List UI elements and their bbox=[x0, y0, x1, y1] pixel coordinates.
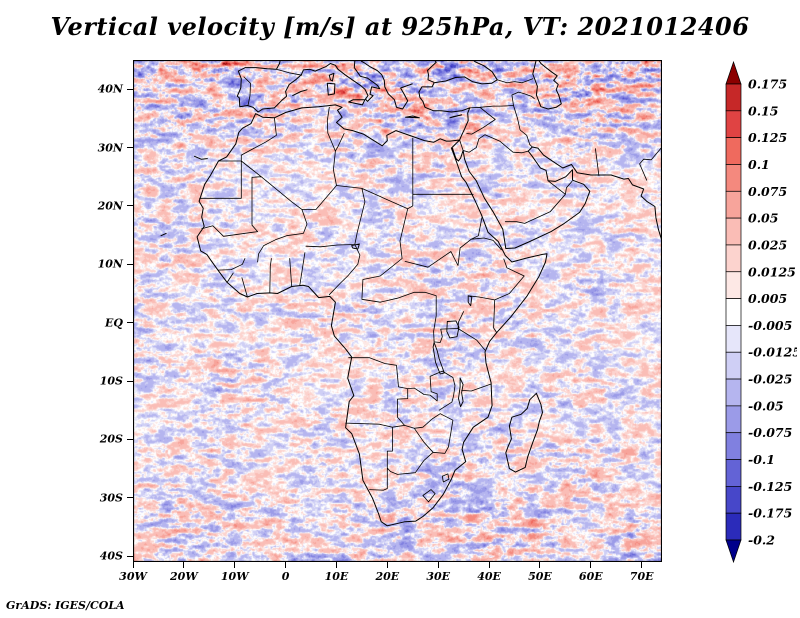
x-tick-mark bbox=[285, 562, 287, 568]
x-tick-label: 10W bbox=[220, 570, 249, 583]
x-tick-mark bbox=[234, 562, 236, 568]
colorbar-label: -0.025 bbox=[748, 372, 792, 387]
x-tick-mark bbox=[641, 562, 643, 568]
x-tick-label: 30W bbox=[119, 570, 147, 583]
colorbar-label: -0.125 bbox=[748, 479, 792, 494]
x-tick-label: 70E bbox=[629, 570, 654, 583]
map-outline-svg bbox=[133, 60, 662, 562]
y-tick-label: 10S bbox=[99, 374, 123, 388]
x-tick-mark bbox=[335, 562, 337, 568]
velocity-field-canvas bbox=[133, 60, 662, 562]
colorbar-label: -0.2 bbox=[748, 533, 775, 548]
y-tick-label: 30N bbox=[97, 141, 123, 155]
y-tick-label: 40N bbox=[97, 82, 123, 96]
colorbar-segment bbox=[725, 190, 742, 219]
colorbar-segment bbox=[725, 298, 742, 326]
x-tick-mark bbox=[539, 562, 541, 568]
x-tick-mark bbox=[386, 562, 388, 568]
colorbar-label: 0.125 bbox=[748, 130, 787, 145]
colorbar-arrow-down bbox=[725, 539, 742, 564]
x-tick-label: 50E bbox=[528, 570, 552, 583]
colorbar-segment bbox=[725, 378, 742, 407]
y-tick-label: 20N bbox=[97, 199, 123, 213]
colorbar-label: 0.005 bbox=[748, 291, 787, 306]
colorbar-segment bbox=[725, 217, 742, 246]
y-tick-label: 40S bbox=[99, 549, 123, 563]
colorbar-label: -0.1 bbox=[748, 452, 775, 467]
x-tick-mark bbox=[488, 562, 490, 568]
x-tick-label: 20E bbox=[375, 570, 400, 583]
colorbar-label: 0.05 bbox=[748, 211, 778, 226]
x-tick-mark bbox=[132, 562, 134, 568]
y-tick-label: 10N bbox=[97, 257, 123, 271]
colorbar-segment bbox=[725, 351, 742, 380]
colorbar-arrow-up bbox=[725, 60, 742, 85]
x-tick-label: 30E bbox=[426, 570, 451, 583]
coastlines-path bbox=[160, 60, 662, 527]
colorbar: 0.175 0.15 0.125 0.1 0.075 0.05 0.025 0.0125 0.0… bbox=[725, 60, 797, 564]
colorbar-label: -0.175 bbox=[748, 506, 792, 521]
colorbar-segment bbox=[725, 405, 742, 434]
x-tick-label: 10E bbox=[324, 570, 349, 583]
colorbar-segment bbox=[725, 137, 742, 165]
colorbar-label: 0.1 bbox=[748, 157, 770, 172]
y-tick-label: EQ bbox=[105, 316, 123, 330]
x-tick-mark bbox=[183, 562, 185, 568]
map-plot-area bbox=[133, 60, 662, 562]
x-tick-mark bbox=[437, 562, 439, 568]
colorbar-label: -0.05 bbox=[748, 398, 784, 413]
colorbar-label: -0.005 bbox=[748, 318, 792, 333]
x-tick-label: 0 bbox=[281, 570, 290, 583]
chart-title: Vertical velocity [m/s] at 925hPa, VT: 2… bbox=[50, 12, 750, 41]
plot-frame bbox=[133, 60, 662, 562]
colorbar-label: -0.075 bbox=[748, 425, 792, 440]
colorbar-segment bbox=[725, 432, 742, 460]
colorbar-segment bbox=[725, 244, 742, 273]
colorbar-segment bbox=[725, 486, 742, 514]
lakes-path bbox=[351, 243, 473, 408]
colorbar-label: 0.175 bbox=[748, 77, 787, 92]
x-tick-label: 40E bbox=[477, 570, 501, 583]
colorbar-label: -0.0125 bbox=[748, 345, 797, 360]
grads-credit: GrADS: IGES/COLA bbox=[6, 599, 125, 612]
colorbar-label: 0.025 bbox=[748, 237, 787, 252]
colorbar-label: 0.15 bbox=[748, 103, 778, 118]
country-borders-path bbox=[199, 68, 662, 503]
colorbar-segment bbox=[725, 459, 742, 487]
y-tick-label: 20S bbox=[99, 432, 123, 446]
y-tick-label: 30S bbox=[99, 491, 123, 505]
x-tick-label: 60E bbox=[578, 570, 603, 583]
colorbar-segment bbox=[725, 164, 742, 192]
colorbar-segment bbox=[725, 325, 742, 353]
colorbar-segment bbox=[725, 271, 742, 299]
colorbar-label: 0.0125 bbox=[748, 264, 796, 279]
colorbar-segment bbox=[725, 512, 742, 541]
x-tick-label: 20W bbox=[170, 570, 198, 583]
colorbar-label: 0.075 bbox=[748, 184, 787, 199]
x-tick-mark bbox=[590, 562, 592, 568]
colorbar-segment bbox=[725, 83, 742, 112]
colorbar-segment bbox=[725, 110, 742, 138]
